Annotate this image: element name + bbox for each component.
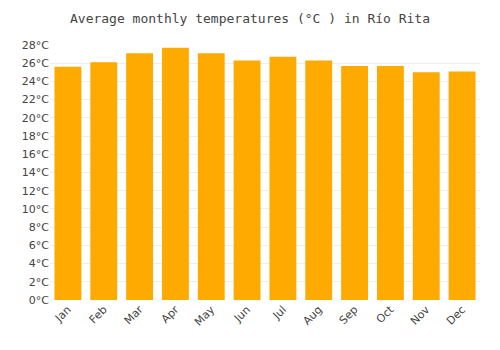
svg-text:Jun: Jun bbox=[231, 303, 253, 325]
svg-text:Feb: Feb bbox=[87, 303, 110, 326]
svg-text:Mar: Mar bbox=[122, 303, 146, 327]
svg-text:Nov: Nov bbox=[408, 303, 433, 328]
svg-text:10°C: 10°C bbox=[22, 203, 49, 216]
svg-text:Jan: Jan bbox=[52, 303, 74, 325]
svg-text:Oct: Oct bbox=[374, 303, 397, 326]
svg-text:8°C: 8°C bbox=[29, 221, 49, 234]
svg-text:Sep: Sep bbox=[337, 303, 361, 327]
svg-text:4°C: 4°C bbox=[29, 257, 49, 270]
svg-text:16°C: 16°C bbox=[22, 148, 49, 161]
svg-text:Jul: Jul bbox=[270, 303, 289, 322]
svg-text:18°C: 18°C bbox=[22, 130, 49, 143]
svg-text:24°C: 24°C bbox=[22, 75, 49, 88]
svg-text:0°C: 0°C bbox=[29, 294, 49, 307]
svg-text:May: May bbox=[192, 303, 218, 329]
svg-text:Apr: Apr bbox=[159, 303, 182, 326]
svg-text:Dec: Dec bbox=[444, 303, 468, 327]
svg-text:14°C: 14°C bbox=[22, 166, 49, 179]
svg-text:28°C: 28°C bbox=[22, 39, 49, 52]
svg-text:26°C: 26°C bbox=[22, 57, 49, 70]
svg-text:20°C: 20°C bbox=[22, 112, 49, 125]
svg-text:Aug: Aug bbox=[300, 303, 324, 327]
svg-text:22°C: 22°C bbox=[22, 93, 49, 106]
svg-text:Average monthly temperatures (: Average monthly temperatures (°C ) in Rí… bbox=[70, 11, 430, 26]
svg-text:6°C: 6°C bbox=[29, 239, 49, 252]
svg-text:12°C: 12°C bbox=[22, 185, 49, 198]
svg-text:2°C: 2°C bbox=[29, 276, 49, 289]
